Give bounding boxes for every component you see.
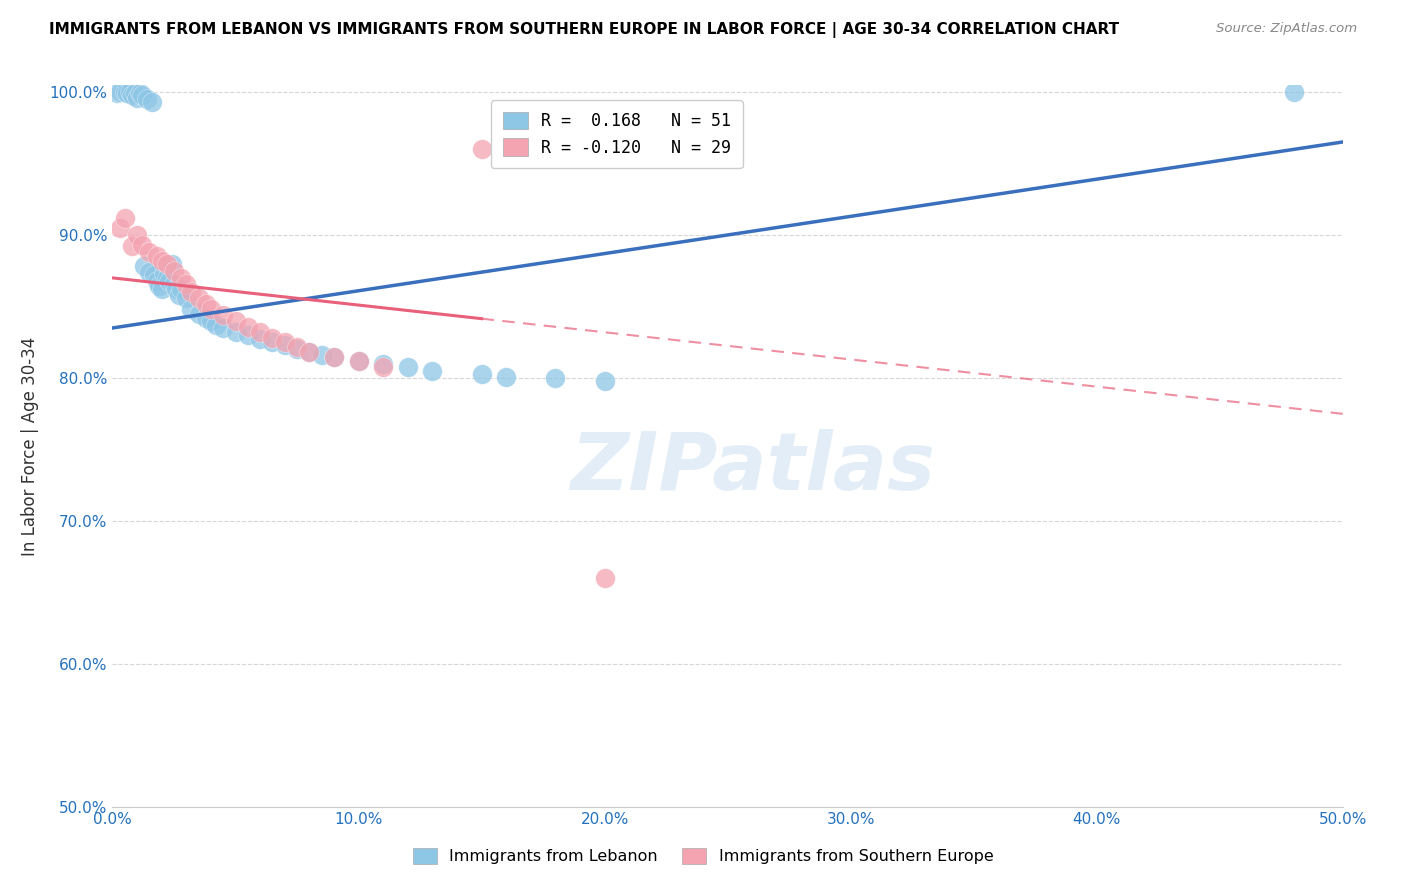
Point	[212, 308, 235, 322]
Point	[146, 249, 169, 263]
Point	[121, 239, 143, 253]
Y-axis label: In Labor Force | Age 30-34: In Labor Force | Age 30-34	[21, 336, 38, 556]
Point	[167, 288, 190, 302]
Point	[107, 87, 129, 101]
Point	[174, 291, 197, 305]
Point	[194, 296, 217, 310]
Point	[143, 268, 166, 282]
Point	[138, 265, 160, 279]
Point	[262, 335, 284, 350]
Point	[200, 302, 222, 317]
Point	[225, 314, 247, 328]
Point	[323, 350, 346, 364]
Point	[170, 282, 193, 296]
Point	[236, 319, 259, 334]
Point	[114, 85, 136, 99]
Point	[249, 333, 271, 347]
Point	[347, 354, 370, 368]
Point	[118, 85, 141, 99]
Point	[180, 285, 202, 300]
Point	[544, 371, 567, 385]
Point	[347, 354, 370, 368]
Point	[323, 350, 346, 364]
Point	[187, 307, 209, 321]
Point	[422, 364, 444, 378]
Point	[285, 343, 308, 357]
Point	[153, 267, 176, 281]
Point	[285, 340, 308, 354]
Point	[121, 87, 143, 102]
Point	[371, 359, 394, 374]
Point	[495, 369, 517, 384]
Point	[117, 87, 138, 101]
Point	[174, 277, 197, 291]
Point	[127, 90, 149, 104]
Point	[134, 260, 156, 274]
Point	[212, 321, 235, 335]
Point	[225, 325, 247, 339]
Point	[236, 328, 259, 343]
Point	[146, 274, 169, 288]
Point	[136, 92, 159, 106]
Point	[163, 264, 186, 278]
Point	[187, 291, 209, 305]
Text: IMMIGRANTS FROM LEBANON VS IMMIGRANTS FROM SOUTHERN EUROPE IN LABOR FORCE | AGE : IMMIGRANTS FROM LEBANON VS IMMIGRANTS FR…	[49, 22, 1119, 38]
Point	[170, 271, 193, 285]
Point	[298, 345, 321, 359]
Point	[160, 256, 183, 270]
Text: ZIPatlas: ZIPatlas	[569, 429, 935, 507]
Point	[157, 274, 180, 288]
Point	[131, 238, 153, 252]
Point	[163, 277, 186, 291]
Point	[141, 95, 163, 109]
Point	[155, 271, 177, 285]
Point	[371, 357, 394, 371]
Point	[205, 318, 228, 332]
Point	[470, 367, 494, 381]
Point	[194, 310, 217, 325]
Point	[593, 374, 616, 388]
Text: Source: ZipAtlas.com: Source: ZipAtlas.com	[1216, 22, 1357, 36]
Point	[148, 279, 170, 293]
Legend: R =  0.168   N = 51, R = -0.120   N = 29: R = 0.168 N = 51, R = -0.120 N = 29	[491, 100, 742, 169]
Point	[470, 142, 494, 156]
Point	[311, 348, 333, 362]
Point	[166, 282, 188, 296]
Point	[262, 331, 284, 345]
Point	[274, 335, 297, 350]
Point	[593, 571, 616, 585]
Point	[128, 87, 150, 101]
Point	[150, 282, 173, 296]
Point	[396, 359, 419, 374]
Point	[127, 227, 149, 242]
Point	[108, 220, 131, 235]
Point	[131, 87, 153, 102]
Point	[249, 325, 271, 339]
Point	[108, 85, 131, 99]
Point	[200, 314, 222, 328]
Point	[298, 345, 321, 359]
Point	[124, 87, 146, 101]
Point	[274, 338, 297, 352]
Point	[150, 253, 173, 268]
Point	[114, 211, 136, 225]
Point	[138, 245, 160, 260]
Point	[180, 302, 202, 317]
Point	[155, 256, 177, 270]
Point	[1282, 85, 1305, 99]
Legend: Immigrants from Lebanon, Immigrants from Southern Europe: Immigrants from Lebanon, Immigrants from…	[406, 841, 1000, 871]
